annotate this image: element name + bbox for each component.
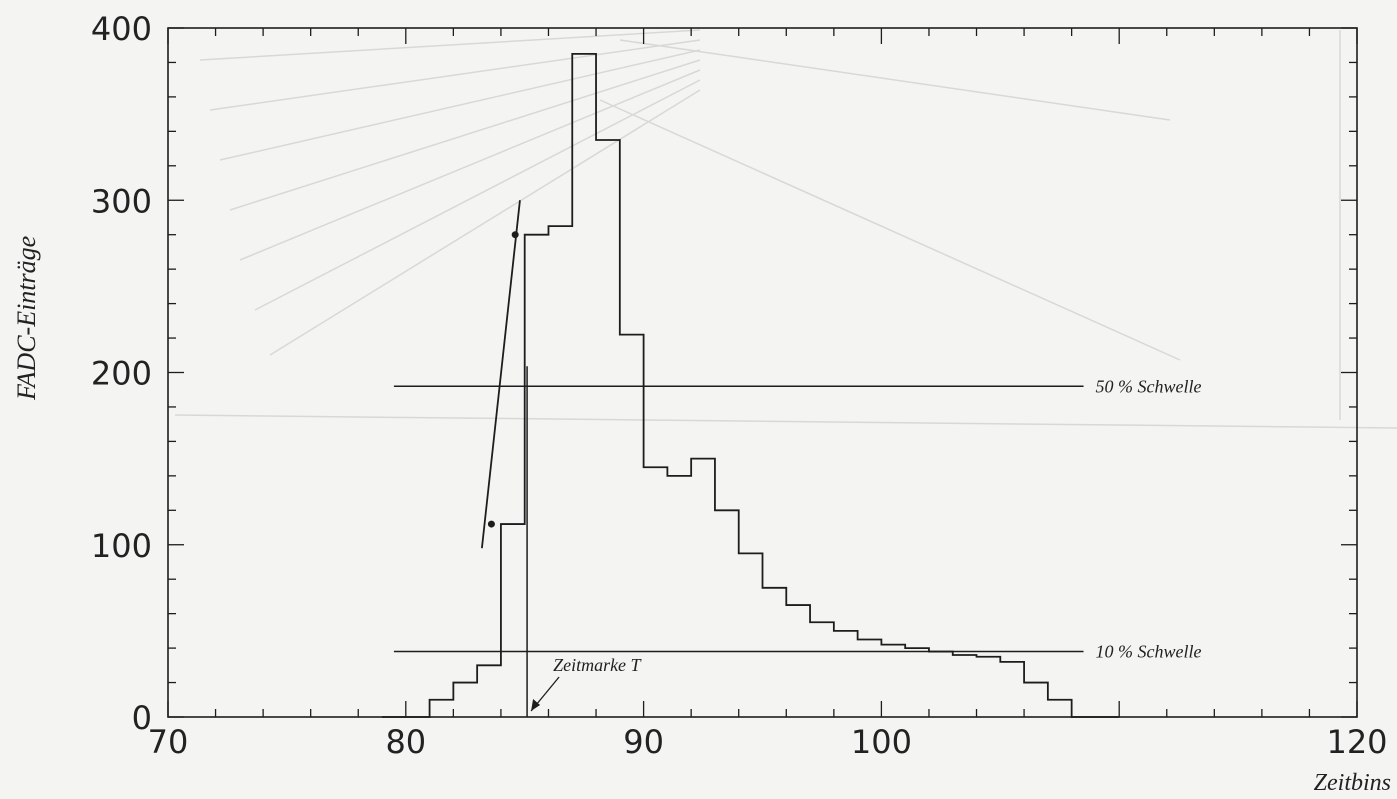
time-marker: Zeitmarke T: [526, 366, 643, 717]
y-tick-label: 300: [91, 182, 152, 220]
y-tick-label: 100: [91, 527, 152, 565]
x-tick-label: 100: [851, 723, 912, 761]
y-tick-label: 0: [132, 699, 152, 737]
y-axis-label: FADC-Einträge: [12, 235, 41, 400]
threshold-lines: 50 % Schwelle 10 % Schwelle: [393, 376, 1202, 662]
y-tick-label: 400: [91, 10, 152, 48]
threshold-label: 10 % Schwelle: [1096, 642, 1202, 662]
threshold-label: 50 % Schwelle: [1096, 376, 1202, 396]
time-marker-arrowhead: [531, 699, 541, 711]
x-tick-label: 80: [385, 723, 426, 761]
axis-ticks: [167, 27, 1358, 718]
fit-line: [481, 200, 521, 549]
fit-point: [487, 520, 495, 528]
series-layer: [382, 52, 1120, 718]
x-tick-label: 90: [623, 723, 664, 761]
bleed-through-drawing: [174, 29, 1397, 429]
axis-tick-labels: 70 80 90 100 120 0 100 200 300 400: [91, 10, 1388, 761]
y-tick-label: 200: [91, 355, 152, 393]
x-tick-label: 120: [1326, 723, 1387, 761]
fit-point: [511, 231, 519, 239]
x-axis-label: Zeitbins: [1313, 770, 1391, 796]
time-marker-label: Zeitmarke T: [553, 655, 642, 675]
x-tick-label: 70: [148, 723, 189, 761]
histogram-step-line: [382, 52, 1120, 718]
